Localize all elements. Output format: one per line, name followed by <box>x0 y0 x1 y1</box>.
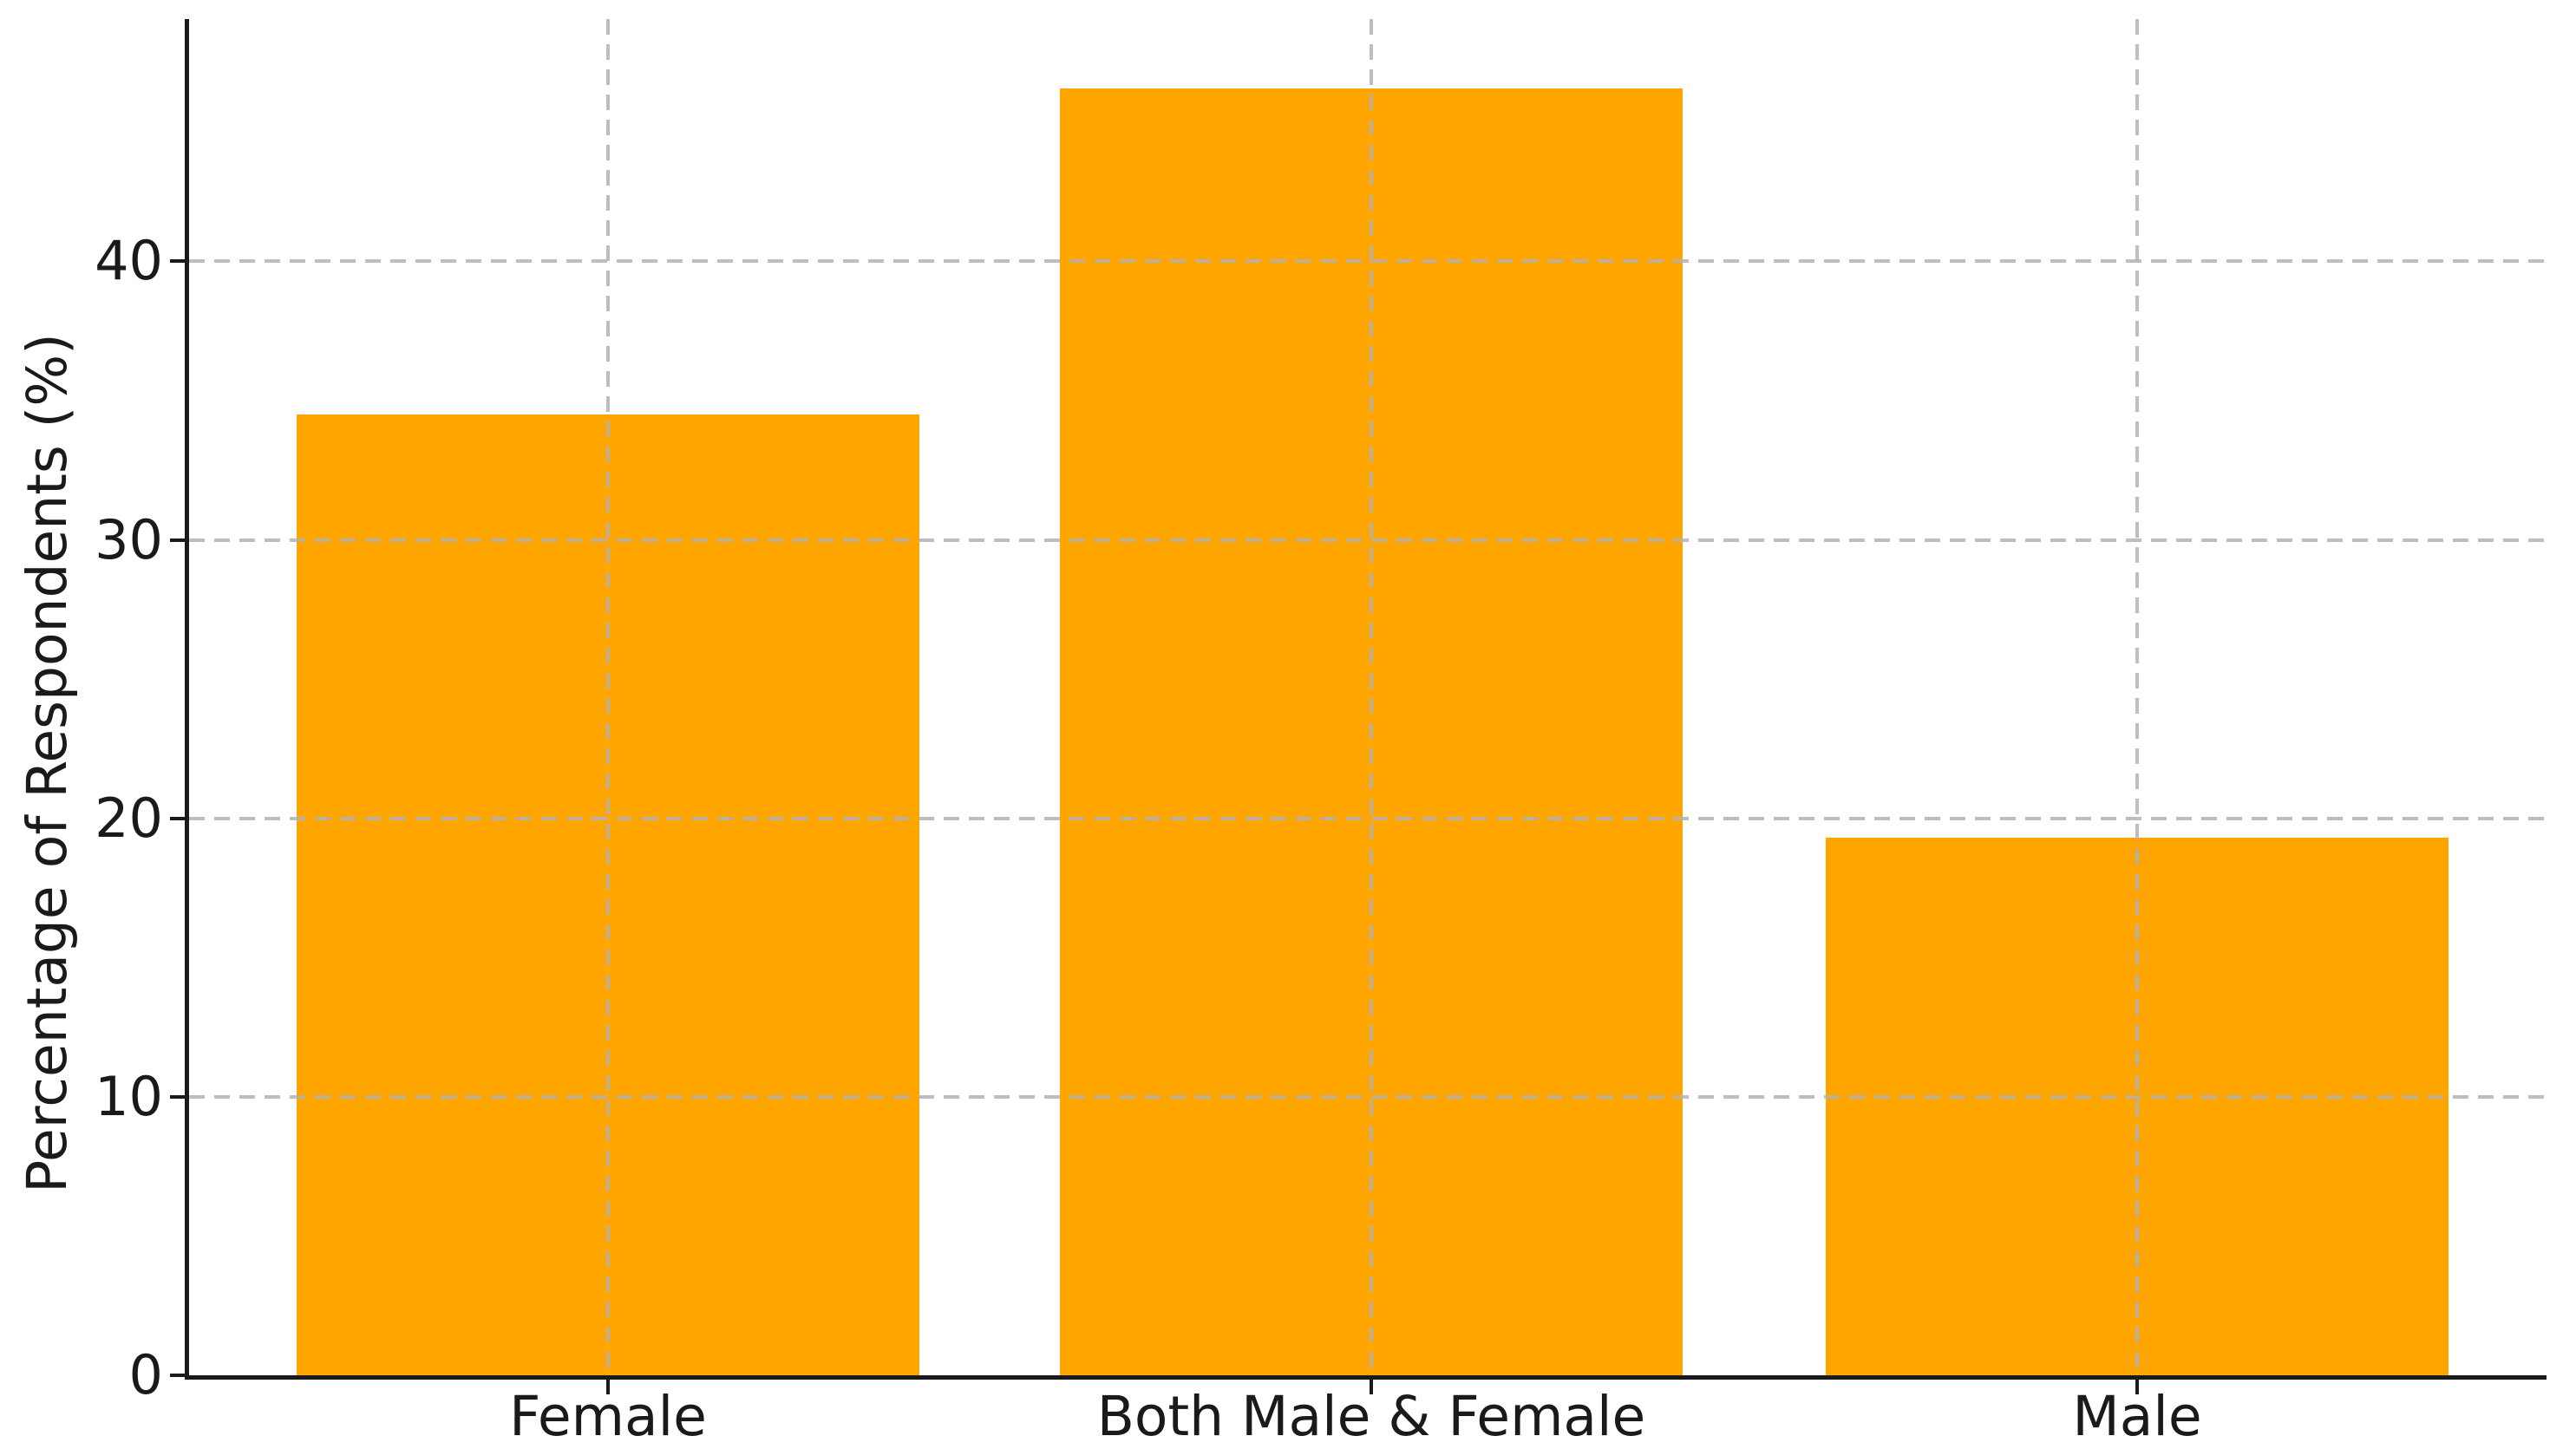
y-tick-mark <box>170 538 189 542</box>
v-gridline <box>1370 19 1373 1375</box>
y-axis-title: Percentage of Respondents (%) <box>16 333 79 1193</box>
h-gridline <box>189 259 2547 264</box>
v-gridline <box>2135 19 2139 1375</box>
v-gridline <box>606 19 610 1375</box>
y-tick-mark <box>170 259 189 264</box>
y-tick-label: 30 <box>95 507 163 571</box>
y-tick-label: 0 <box>128 1343 163 1407</box>
y-tick-label: 10 <box>95 1064 163 1128</box>
y-tick-label: 20 <box>95 786 163 850</box>
x-tick-label: Male <box>2072 1385 2202 1448</box>
x-tick-label: Female <box>509 1385 707 1448</box>
y-tick-mark <box>170 1374 189 1377</box>
y-tick-mark <box>170 1094 189 1099</box>
y-axis-spine <box>185 19 189 1380</box>
x-tick-label: Both Male & Female <box>1096 1385 1646 1448</box>
y-tick-mark <box>170 816 189 820</box>
x-axis-spine <box>185 1375 2547 1380</box>
h-gridline <box>189 538 2547 542</box>
x-tick-mark <box>606 1375 610 1394</box>
x-tick-mark <box>1370 1375 1373 1394</box>
h-gridline <box>189 816 2547 820</box>
h-gridline <box>189 1094 2547 1099</box>
x-tick-mark <box>2135 1375 2139 1394</box>
y-tick-label: 40 <box>95 229 163 293</box>
